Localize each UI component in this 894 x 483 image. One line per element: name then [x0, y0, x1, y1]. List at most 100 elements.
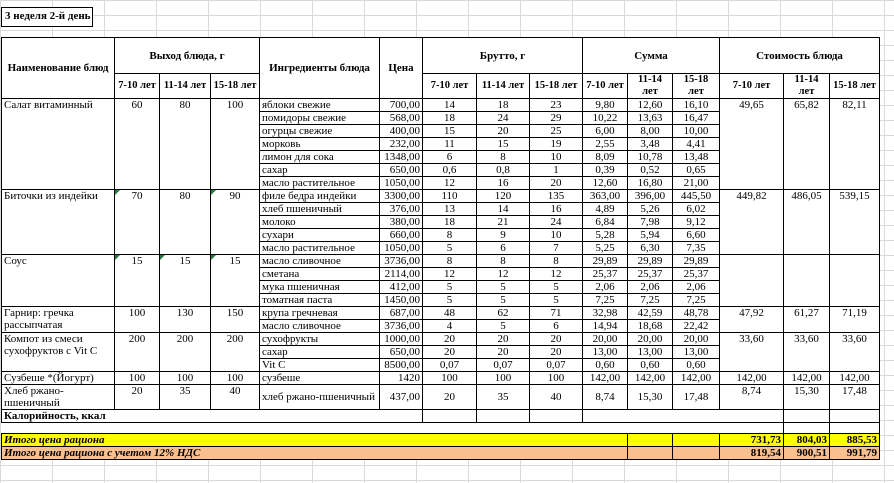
brutto-cell[interactable]: 6: [476, 241, 530, 255]
cost-cell[interactable]: 142,00: [719, 371, 785, 385]
brutto-cell[interactable]: 10: [528, 150, 584, 164]
total-empty-cell[interactable]: [672, 433, 721, 447]
output-cell[interactable]: 90: [210, 189, 260, 255]
header-dish-name[interactable]: Наименование блюд: [1, 37, 115, 99]
sum-cell[interactable]: 0,39: [582, 163, 629, 177]
total-empty-cell[interactable]: [672, 446, 721, 460]
ingredient-cell[interactable]: масло растительное: [259, 176, 380, 190]
sum-cell[interactable]: 7,25: [627, 293, 674, 307]
header-age-output-1[interactable]: 7-10 лет: [114, 73, 160, 99]
header-sum[interactable]: Сумма: [582, 37, 721, 74]
ingredient-cell[interactable]: масло сливочное: [259, 254, 380, 268]
price-cell[interactable]: 376,00: [379, 202, 423, 216]
sum-cell[interactable]: 15,30: [627, 384, 674, 410]
ingredient-cell[interactable]: томатная паста: [259, 293, 380, 307]
sum-cell[interactable]: 396,00: [627, 189, 674, 203]
empty-cell[interactable]: [783, 409, 831, 423]
header-age-cost-2[interactable]: 11-14 лет: [783, 73, 831, 99]
brutto-cell[interactable]: 5: [422, 280, 477, 294]
brutto-cell[interactable]: 9: [476, 228, 530, 242]
price-cell[interactable]: 1348,00: [379, 150, 423, 164]
brutto-cell[interactable]: 5: [476, 280, 530, 294]
sum-cell[interactable]: 10,78: [627, 150, 674, 164]
sum-cell[interactable]: 17,48: [672, 384, 721, 410]
sum-cell[interactable]: 6,00: [582, 124, 629, 138]
sum-cell[interactable]: 10,22: [582, 111, 629, 125]
brutto-cell[interactable]: 0,07: [422, 358, 477, 372]
output-cell[interactable]: 35: [159, 384, 211, 410]
empty-cell[interactable]: [422, 409, 477, 423]
cost-cell[interactable]: 8,74: [719, 384, 785, 410]
brutto-cell[interactable]: 120: [476, 189, 530, 203]
output-cell[interactable]: 200: [114, 332, 160, 372]
brutto-cell[interactable]: 40: [528, 384, 584, 410]
price-cell[interactable]: 1450,00: [379, 293, 423, 307]
brutto-cell[interactable]: 20: [476, 332, 530, 346]
total-value-cell[interactable]: 731,73: [719, 433, 785, 447]
sum-cell[interactable]: 13,00: [582, 345, 629, 359]
sum-cell[interactable]: 0,52: [627, 163, 674, 177]
brutto-cell[interactable]: 15: [422, 124, 477, 138]
price-cell[interactable]: 1420: [379, 371, 423, 385]
output-cell[interactable]: 130: [159, 306, 211, 333]
cost-cell[interactable]: 142,00: [783, 371, 831, 385]
empty-cell[interactable]: [829, 409, 881, 423]
header-age-sum-1[interactable]: 7-10 лет: [582, 73, 629, 99]
ingredient-cell[interactable]: молоко: [259, 215, 380, 229]
sum-cell[interactable]: 29,89: [582, 254, 629, 268]
dish-name-cell[interactable]: Биточки из индейки: [1, 189, 115, 255]
price-cell[interactable]: 400,00: [379, 124, 423, 138]
sum-cell[interactable]: 10,00: [672, 124, 721, 138]
cost-cell[interactable]: 33,60: [783, 332, 831, 372]
brutto-cell[interactable]: 11: [422, 137, 477, 151]
sum-cell[interactable]: 8,74: [582, 384, 629, 410]
header-dish-cost[interactable]: Стоимость блюда: [719, 37, 881, 74]
empty-cell[interactable]: [829, 422, 881, 434]
cost-cell[interactable]: 61,27: [783, 306, 831, 333]
cost-cell[interactable]: 142,00: [829, 371, 881, 385]
sum-cell[interactable]: 2,06: [582, 280, 629, 294]
header-age-sum-3[interactable]: 15-18 лет: [672, 73, 721, 99]
sum-cell[interactable]: 0,60: [672, 358, 721, 372]
price-cell[interactable]: 232,00: [379, 137, 423, 151]
brutto-cell[interactable]: 20: [528, 345, 584, 359]
sum-cell[interactable]: 5,26: [627, 202, 674, 216]
sum-cell[interactable]: 25,37: [627, 267, 674, 281]
brutto-cell[interactable]: 24: [528, 215, 584, 229]
brutto-cell[interactable]: 8: [476, 150, 530, 164]
price-cell[interactable]: 8500,00: [379, 358, 423, 372]
header-output[interactable]: Выход блюда, г: [114, 37, 260, 74]
sum-cell[interactable]: 0,60: [582, 358, 629, 372]
ingredient-cell[interactable]: филе бедра индейки: [259, 189, 380, 203]
sum-cell[interactable]: 7,25: [672, 293, 721, 307]
brutto-cell[interactable]: 24: [476, 111, 530, 125]
brutto-cell[interactable]: 23: [528, 98, 584, 112]
brutto-cell[interactable]: 1: [528, 163, 584, 177]
output-cell[interactable]: 15: [159, 254, 211, 307]
brutto-cell[interactable]: 14: [422, 98, 477, 112]
sum-cell[interactable]: 6,84: [582, 215, 629, 229]
brutto-cell[interactable]: 12: [422, 267, 477, 281]
output-cell[interactable]: 80: [159, 98, 211, 190]
brutto-cell[interactable]: 4: [422, 319, 477, 333]
ingredient-cell[interactable]: хлеб пшеничный: [259, 202, 380, 216]
sum-cell[interactable]: 8,00: [627, 124, 674, 138]
brutto-cell[interactable]: 15: [476, 137, 530, 151]
ingredient-cell[interactable]: помидоры свежие: [259, 111, 380, 125]
brutto-cell[interactable]: 20: [422, 345, 477, 359]
ingredient-cell[interactable]: морковь: [259, 137, 380, 151]
output-cell[interactable]: 100: [210, 98, 260, 190]
price-cell[interactable]: 3736,00: [379, 254, 423, 268]
sum-cell[interactable]: 142,00: [672, 371, 721, 385]
sum-cell[interactable]: 21,00: [672, 176, 721, 190]
brutto-cell[interactable]: 8: [422, 254, 477, 268]
sum-cell[interactable]: 6,02: [672, 202, 721, 216]
price-cell[interactable]: 660,00: [379, 228, 423, 242]
ingredient-cell[interactable]: мука пшеничная: [259, 280, 380, 294]
cost-cell[interactable]: 49,65: [719, 98, 785, 190]
sum-cell[interactable]: 0,65: [672, 163, 721, 177]
total-vat-value-cell[interactable]: 900,51: [783, 446, 831, 460]
header-ingredients[interactable]: Ингредиенты блюда: [259, 37, 380, 99]
dish-name-cell[interactable]: Сузбеше *(Йогурт): [1, 371, 115, 385]
header-age-brutto-3[interactable]: 15-18 лет: [528, 73, 584, 99]
